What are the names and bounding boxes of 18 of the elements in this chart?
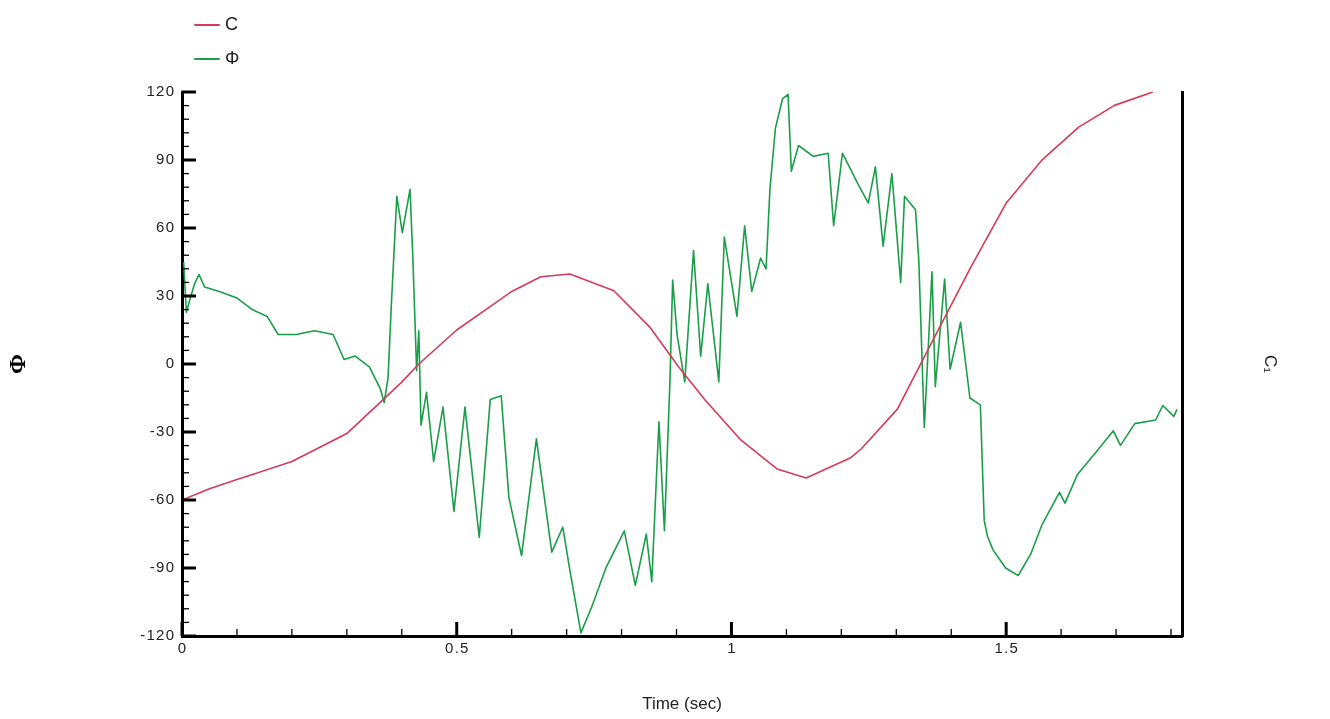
x-tick-label: 0 [177,639,187,657]
y-tick-label: - 6 0 [149,490,174,508]
y-tick-label: 9 0 [156,150,174,168]
legend-label: C [225,13,238,34]
y-tick-label: 0 [165,354,174,372]
y-tick-label: - 1 2 0 [140,626,174,644]
x-axis-title: Time (sec) [642,694,722,714]
y2-axis-title: C₁ [1261,354,1281,374]
x-tick-label: 1 [727,639,736,657]
x-tick-label: 1 . 5 [994,639,1018,657]
x-tick-label: 0 . 5 [445,639,469,657]
y-tick-label: - 9 0 [149,558,174,576]
y-axis-title: Φ [3,354,30,374]
legend-label: Φ [225,47,240,68]
y-tick-label: - 3 0 [149,422,174,440]
y-tick-label: 3 0 [156,286,174,304]
y-tick-label: 1 2 0 [146,82,174,100]
y-tick-label: 6 0 [156,218,174,236]
